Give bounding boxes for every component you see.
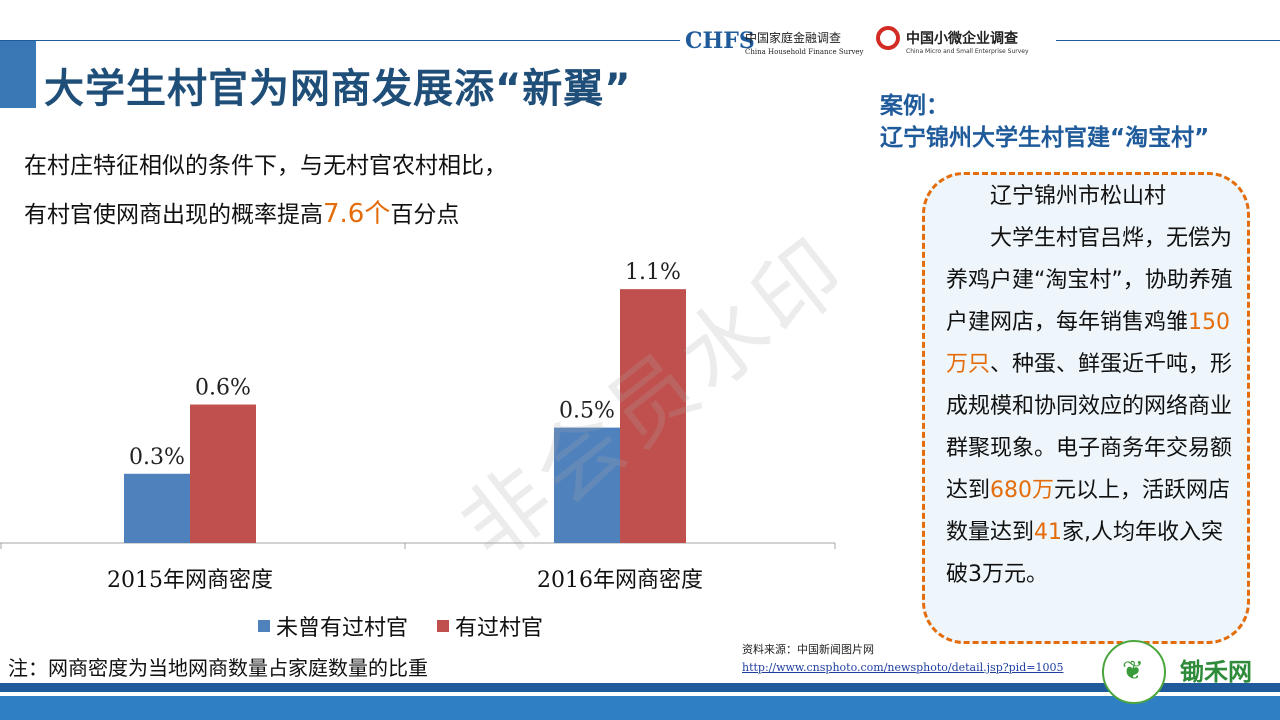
header-rule-left (0, 40, 680, 41)
legend-item-has-official: 有过村官 (437, 610, 543, 642)
finding-line1: 在村庄特征相似的条件下，与无村官农村相比， (24, 153, 507, 179)
finding-line2-pre: 有村官使网商出现的概率提高 (24, 202, 323, 228)
source: 资料来源：中国新闻图片网 http://www.cnsphoto.com/new… (742, 641, 1063, 677)
footnote: 注：网商密度为当地网商数量占家庭数量的比重 (8, 656, 428, 680)
chart-legend: 未曾有过村官 有过村官 (258, 610, 565, 642)
chfs-mark: CHFS (685, 28, 755, 54)
data-label: 0.5% (559, 399, 615, 424)
legend-swatch-red (437, 620, 450, 632)
case-highlight-chicks: 150万只 (946, 310, 1231, 377)
legend-item-no-official: 未曾有过村官 (258, 610, 408, 642)
case-highlight-revenue: 680万 (990, 478, 1055, 503)
case-label: 案例： 辽宁锦州大学生村官建“淘宝村” (880, 90, 1209, 154)
legend-label-no-official: 未曾有过村官 (276, 616, 409, 641)
bar-has-official-1 (620, 289, 686, 543)
cmse-logo: 中国小微企业调查 China Micro and Small Enterpris… (876, 24, 1056, 60)
source-link[interactable]: http://www.cnsphoto.com/newsphoto/detail… (742, 661, 1064, 674)
case-place: 辽宁锦州市松山村 (990, 184, 1167, 209)
title-accent-bar (0, 40, 36, 108)
finding-highlight: 7.6个 (323, 199, 391, 229)
category-label: 2015年网商密度 (107, 568, 273, 593)
footer-stripe-dark (0, 683, 1280, 692)
chfs-name-en: China Household Finance Survey (745, 48, 864, 56)
data-label: 0.6% (195, 376, 251, 401)
finding-line2-post: 百分点 (390, 202, 460, 228)
legend-swatch-blue (258, 620, 270, 632)
bar-no-official-0 (124, 473, 190, 543)
case-text: 辽宁锦州市松山村 大学生村官吕烨，无偿为养鸡户建“淘宝村”，协助养殖户建网店，每… (946, 176, 1236, 596)
cmse-name-en: China Micro and Small Enterprise Survey (906, 48, 1029, 55)
data-label: 0.3% (129, 445, 185, 470)
case-mid1: 、种蛋、鲜蛋近千吨，形成规模和协同效应的网络商业群聚现象。电子商务年交易额达到 (946, 352, 1233, 503)
cmse-name-cn: 中国小微企业调查 (906, 31, 1018, 47)
finding-text: 在村庄特征相似的条件下，与无村官农村相比， 有村官使网商出现的概率提高7.6个百… (24, 142, 507, 239)
case-intro: 大学生村官吕烨，无偿为养鸡户建“淘宝村”，协助养殖户建网店，每年销售鸡雏 (946, 226, 1233, 335)
coop-logo: ❦ (1102, 640, 1166, 704)
bar-has-official-0 (190, 404, 256, 543)
bar-chart: 0.3% 0.6% 2015年网商密度 0.5% 1.1% 2016年网商密度 (0, 260, 836, 593)
bar-no-official-1 (554, 427, 620, 543)
brand-name: 锄禾网 (1180, 658, 1252, 686)
footer-stripe (0, 696, 1280, 720)
legend-label-has-official: 有过村官 (455, 616, 544, 641)
finding-line2: 有村官使网商出现的概率提高7.6个百分点 (24, 190, 507, 239)
category-label: 2016年网商密度 (537, 568, 703, 593)
chfs-name-cn: 中国家庭金融调查 (745, 31, 842, 45)
page-title: 大学生村官为网商发展添“新翼” (44, 66, 632, 112)
case-label-line2: 辽宁锦州大学生村官建“淘宝村” (880, 125, 1210, 151)
case-label-line1: 案例： (880, 93, 949, 119)
case-body: 大学生村官吕烨，无偿为养鸡户建“淘宝村”，协助养殖户建网店，每年销售鸡雏150万… (946, 218, 1236, 596)
case-highlight-shops: 41 (1034, 520, 1063, 545)
leaf-icon: ❦ (1122, 656, 1144, 686)
header-rule-right (1056, 40, 1280, 41)
cmse-ring-icon (876, 26, 900, 50)
data-label: 1.1% (625, 260, 681, 285)
case-end: 家,人均年收入突破3万元。 (946, 520, 1224, 587)
chfs-logo: CHFS 中国家庭金融调查 China Household Finance Su… (685, 22, 870, 62)
case-box (922, 172, 1250, 644)
source-label: 资料来源：中国新闻图片网 (742, 643, 874, 656)
case-mid2: 元以上，活跃网店数量达到 (946, 478, 1231, 545)
